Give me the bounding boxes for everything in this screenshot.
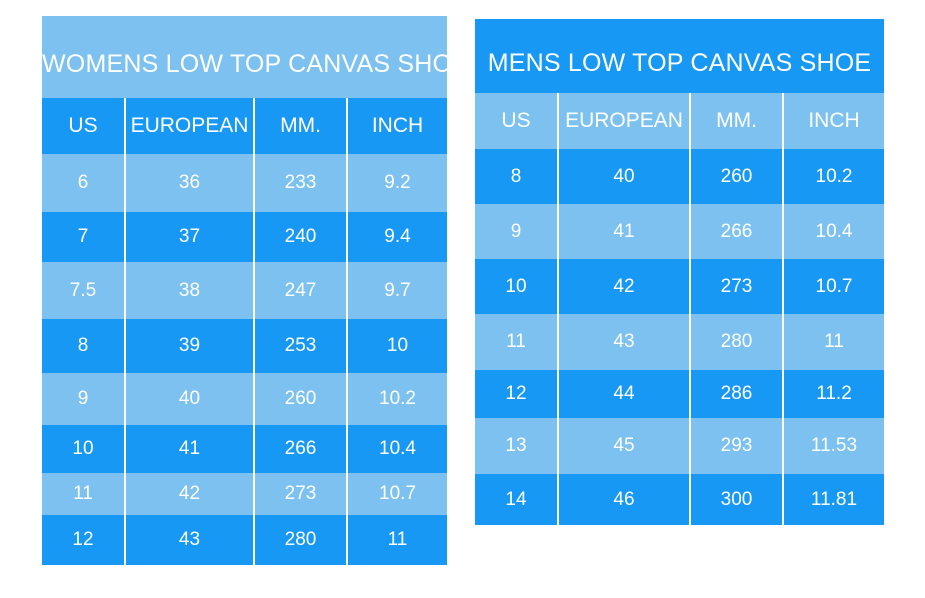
- inch-length-cell: 10.4: [346, 425, 447, 473]
- european-size-cell: 40: [124, 373, 253, 425]
- european-size-cell: 43: [124, 515, 253, 565]
- inch-length-cell: 9.4: [346, 212, 447, 262]
- us-size-cell: 11: [475, 314, 557, 370]
- us-size-cell: 8: [42, 319, 124, 373]
- mm-length-cell: 266: [689, 204, 782, 259]
- column-header-mm: MM.: [689, 93, 782, 149]
- mm-length-cell: 260: [253, 373, 346, 425]
- european-size-cell: 41: [557, 204, 689, 259]
- european-size-cell: 36: [124, 154, 253, 212]
- european-size-cell: 44: [557, 370, 689, 418]
- us-size-cell: 10: [42, 425, 124, 473]
- european-size-cell: 38: [124, 262, 253, 319]
- european-size-cell: 41: [124, 425, 253, 473]
- inch-length-cell: 11.53: [782, 418, 884, 474]
- european-size-cell: 46: [557, 474, 689, 525]
- column-header-us: US: [42, 98, 124, 154]
- us-size-cell: 8: [475, 149, 557, 204]
- us-size-cell: 7.5: [42, 262, 124, 319]
- us-size-cell: 9: [475, 204, 557, 259]
- european-size-cell: 37: [124, 212, 253, 262]
- inch-length-cell: 11: [782, 314, 884, 370]
- column-header-european: EUROPEAN: [557, 93, 689, 149]
- inch-length-cell: 10.7: [346, 473, 447, 515]
- column-header-mm: MM.: [253, 98, 346, 154]
- mm-length-cell: 233: [253, 154, 346, 212]
- european-size-cell: 39: [124, 319, 253, 373]
- european-size-cell: 42: [557, 259, 689, 314]
- mm-length-cell: 280: [253, 515, 346, 565]
- us-size-cell: 10: [475, 259, 557, 314]
- us-size-cell: 13: [475, 418, 557, 474]
- us-size-cell: 11: [42, 473, 124, 515]
- inch-length-cell: 9.2: [346, 154, 447, 212]
- inch-length-cell: 11: [346, 515, 447, 565]
- us-size-cell: 6: [42, 154, 124, 212]
- mens-size-chart: MENS LOW TOP CANVAS SHOE US EUROPEAN MM.…: [475, 19, 884, 525]
- european-size-cell: 43: [557, 314, 689, 370]
- mm-length-cell: 273: [689, 259, 782, 314]
- mm-length-cell: 266: [253, 425, 346, 473]
- mm-length-cell: 247: [253, 262, 346, 319]
- mens-chart-title: MENS LOW TOP CANVAS SHOE: [475, 19, 884, 93]
- womens-chart-title: WOMENS LOW TOP CANVAS SHOE: [42, 16, 469, 98]
- european-size-cell: 45: [557, 418, 689, 474]
- inch-length-cell: 10: [346, 319, 447, 373]
- european-size-cell: 42: [124, 473, 253, 515]
- mm-length-cell: 253: [253, 319, 346, 373]
- inch-length-cell: 11.2: [782, 370, 884, 418]
- mm-length-cell: 260: [689, 149, 782, 204]
- mm-length-cell: 240: [253, 212, 346, 262]
- mm-length-cell: 293: [689, 418, 782, 474]
- us-size-cell: 14: [475, 474, 557, 525]
- inch-length-cell: 11.81: [782, 474, 884, 525]
- us-size-cell: 9: [42, 373, 124, 425]
- column-header-european: EUROPEAN: [124, 98, 253, 154]
- mens-size-table: US EUROPEAN MM. INCH 8 40 260 10.2 9 41 …: [475, 93, 884, 525]
- womens-size-chart: WOMENS LOW TOP CANVAS SHOE US EUROPEAN M…: [42, 16, 469, 565]
- column-header-inch: INCH: [346, 98, 447, 154]
- mm-length-cell: 300: [689, 474, 782, 525]
- mm-length-cell: 280: [689, 314, 782, 370]
- inch-length-cell: 10.7: [782, 259, 884, 314]
- column-header-us: US: [475, 93, 557, 149]
- inch-length-cell: 10.2: [782, 149, 884, 204]
- inch-length-cell: 9.7: [346, 262, 447, 319]
- mm-length-cell: 286: [689, 370, 782, 418]
- us-size-cell: 12: [475, 370, 557, 418]
- inch-length-cell: 10.4: [782, 204, 884, 259]
- us-size-cell: 12: [42, 515, 124, 565]
- inch-length-cell: 10.2: [346, 373, 447, 425]
- mm-length-cell: 273: [253, 473, 346, 515]
- european-size-cell: 40: [557, 149, 689, 204]
- womens-size-table: US EUROPEAN MM. INCH 6 36 233 9.2 7 37 2…: [42, 98, 447, 565]
- us-size-cell: 7: [42, 212, 124, 262]
- column-header-inch: INCH: [782, 93, 884, 149]
